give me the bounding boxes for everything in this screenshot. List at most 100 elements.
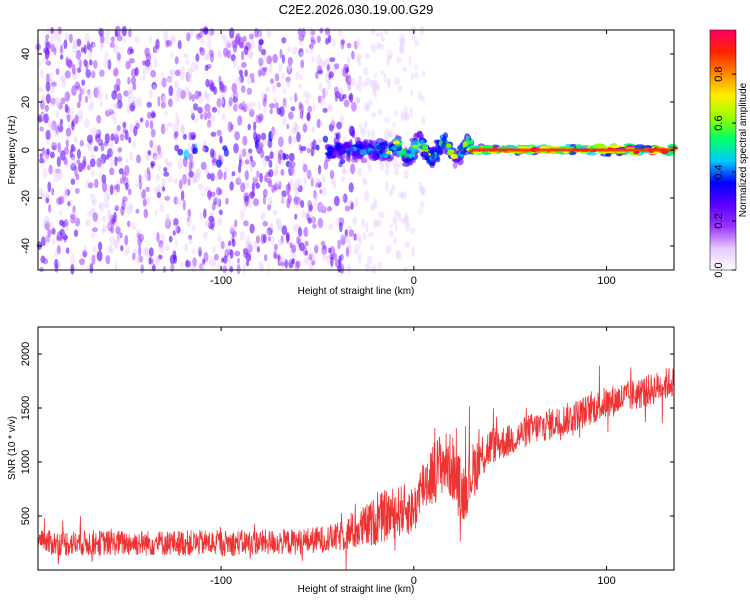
spectrogram-cell bbox=[345, 154, 351, 162]
spectrogram-cell bbox=[52, 29, 59, 41]
spectrogram-cell bbox=[207, 189, 212, 201]
spectrogram-cell bbox=[100, 36, 106, 43]
spectrogram-cell bbox=[363, 103, 369, 112]
spectrogram-cell bbox=[98, 202, 102, 210]
spectrogram-cell bbox=[74, 165, 78, 177]
spectrogram-cell bbox=[211, 202, 216, 211]
spectrogram-cell bbox=[281, 37, 287, 44]
spectrogram-cell bbox=[277, 255, 281, 267]
spectrogram-cell bbox=[368, 190, 374, 200]
spectrogram-cell bbox=[192, 175, 197, 185]
spectrogram-cell bbox=[342, 93, 347, 100]
spectrogram-cell bbox=[66, 106, 70, 114]
spectrogram-cell bbox=[324, 27, 331, 36]
spectrogram-cell bbox=[78, 115, 84, 122]
spectrogram-cell bbox=[86, 264, 91, 271]
spectrogram-cell bbox=[117, 154, 124, 165]
spectrogram-cell bbox=[70, 178, 76, 185]
spectrogram-cell bbox=[136, 154, 141, 164]
spectrogram-cell bbox=[298, 40, 302, 46]
spectrogram-cell bbox=[260, 132, 267, 141]
spectrogram-cell bbox=[253, 198, 259, 207]
spectrogram-cell bbox=[168, 161, 173, 168]
spectrogram-cell bbox=[51, 141, 58, 151]
spectrogram-cell bbox=[244, 159, 250, 165]
spectrogram-cell bbox=[415, 196, 421, 202]
spectrogram-cell bbox=[54, 266, 59, 273]
spectrogram-cell bbox=[237, 175, 241, 184]
spectrogram-cell bbox=[210, 172, 215, 182]
spectrogram-cell bbox=[361, 116, 367, 128]
spectrogram-cell bbox=[334, 143, 342, 151]
spectrogram-cell bbox=[317, 105, 323, 116]
spectrogram-cell bbox=[59, 219, 64, 227]
spectrogram-cell bbox=[229, 266, 234, 273]
spectrogram-cell bbox=[198, 246, 202, 257]
spectrogram-cell bbox=[153, 57, 158, 69]
spectrogram-cell bbox=[153, 144, 159, 153]
spectrogram-cell bbox=[93, 145, 99, 152]
spectrogram-cell bbox=[38, 60, 42, 67]
spectrogram-cell bbox=[266, 227, 273, 236]
spectrogram-cell bbox=[357, 167, 363, 177]
spectrogram-cell bbox=[163, 171, 170, 177]
spectrogram-cell bbox=[355, 81, 360, 92]
spectrogram-cell bbox=[217, 169, 223, 180]
spectrogram-cell bbox=[328, 247, 332, 254]
spectrogram-cell bbox=[386, 215, 392, 226]
spectrogram-cell bbox=[72, 205, 76, 214]
spectrogram-cell bbox=[415, 124, 421, 133]
spectrogram-cell bbox=[168, 235, 173, 243]
spectrogram-cell bbox=[354, 196, 359, 207]
spectrogram-cell bbox=[403, 169, 409, 180]
spectrogram-cell bbox=[285, 160, 292, 168]
spectrogram-cell bbox=[103, 193, 110, 203]
spectrogram-cell bbox=[363, 179, 368, 186]
spectrogram-cell bbox=[427, 149, 435, 154]
spectrogram-cell bbox=[285, 251, 289, 260]
spectrogram-cell bbox=[87, 88, 91, 96]
spectrogram-cell bbox=[210, 131, 217, 137]
spectrogram-cell bbox=[365, 221, 369, 233]
spectrogram-cell bbox=[175, 197, 182, 206]
spectrogram-cell bbox=[316, 138, 323, 144]
spectrogram-cell bbox=[281, 190, 287, 198]
spectrogram-cell bbox=[107, 192, 111, 201]
spectrogram-cell bbox=[391, 159, 398, 166]
spectrogram-cell bbox=[240, 85, 246, 93]
spectrogram-cell bbox=[416, 78, 420, 89]
spectrogram-cell bbox=[281, 225, 288, 236]
spectrogram-cell bbox=[126, 220, 131, 228]
spectrogram-cell bbox=[95, 128, 99, 136]
spectrogram-cell bbox=[124, 165, 130, 176]
spectrogram-cell bbox=[301, 27, 306, 38]
spectrogram-cell bbox=[59, 75, 66, 82]
spectrogram-cell bbox=[111, 217, 115, 225]
spectrogram-cell bbox=[44, 175, 51, 181]
spectrogram-cell bbox=[202, 145, 207, 152]
spectrogram-cell bbox=[420, 116, 426, 126]
spectrogram-cell bbox=[116, 52, 121, 61]
spectrogram-cell bbox=[173, 131, 178, 140]
spectrogram-cell bbox=[116, 54, 122, 64]
spectrogram-cell bbox=[241, 148, 247, 158]
spectrogram-cell bbox=[45, 60, 52, 66]
spectrogram-cell bbox=[96, 157, 102, 168]
spectrogram-cell bbox=[374, 79, 379, 89]
spectrogram-cell bbox=[294, 124, 299, 134]
spectrogram-cell bbox=[97, 84, 102, 95]
spectrogram-cell bbox=[351, 101, 357, 112]
spectrogram-cell bbox=[286, 233, 290, 242]
spectrogram-cell bbox=[379, 31, 384, 37]
spectrogram-cell bbox=[239, 230, 245, 242]
spectrogram-cell bbox=[341, 194, 345, 202]
spectrogram-cell bbox=[633, 150, 640, 155]
spectrogram-cell bbox=[162, 265, 167, 273]
spectrogram-cell bbox=[220, 32, 226, 40]
spectrogram-cell bbox=[241, 50, 245, 61]
spectrogram-cell bbox=[410, 35, 414, 47]
spectrogram-cell bbox=[129, 58, 135, 64]
spectrogram-cell bbox=[416, 183, 423, 192]
spectrogram-cell bbox=[216, 108, 221, 115]
spectrogram-cell bbox=[358, 74, 363, 85]
